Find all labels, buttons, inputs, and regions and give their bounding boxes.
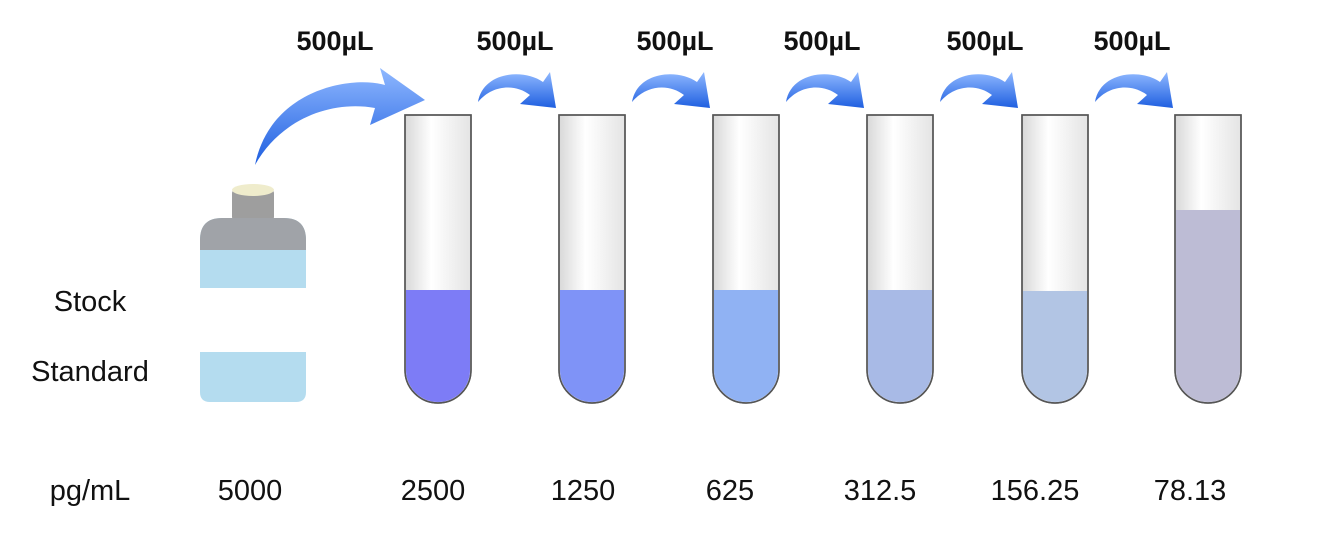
tube-outline <box>866 114 934 404</box>
stock-bottle <box>200 184 306 402</box>
tube-liquid <box>868 290 932 402</box>
tube-liquid <box>714 290 778 402</box>
transfer-arrow <box>632 72 710 108</box>
concentration: 2500 <box>401 475 466 507</box>
concentration: 625 <box>706 475 754 507</box>
concentration: 1250 <box>551 475 616 507</box>
tube-liquid <box>1176 210 1240 402</box>
tube-outline <box>404 114 472 404</box>
tube-outline <box>712 114 780 404</box>
transfer-arrow <box>1095 72 1173 108</box>
unit-label: pg/mL <box>50 475 131 507</box>
transfer-volume: 500µL <box>1093 26 1170 56</box>
transfer-arrow <box>940 72 1018 108</box>
transfer-volume: 500µL <box>783 26 860 56</box>
transfer-volume: 500µL <box>636 26 713 56</box>
transfer-arrow <box>478 72 556 108</box>
concentration: 78.13 <box>1154 475 1227 507</box>
stock-label: Standard <box>31 356 149 388</box>
transfer-volume: 500µL <box>296 26 373 56</box>
concentration: 312.5 <box>844 475 917 507</box>
tube-outline <box>558 114 626 404</box>
tube-liquid <box>560 290 624 402</box>
transfer-volume: 500µL <box>476 26 553 56</box>
concentration: 156.25 <box>991 475 1080 507</box>
tube-outline <box>1021 114 1089 404</box>
transfer-volume: 500µL <box>946 26 1023 56</box>
stock-label: Stock <box>54 286 127 318</box>
tube-liquid <box>1023 291 1087 402</box>
transfer-arrow <box>786 72 864 108</box>
transfer-arrow <box>255 68 425 165</box>
tube-liquid <box>406 290 470 402</box>
concentration: 5000 <box>218 475 283 507</box>
tube-outline <box>1174 114 1242 404</box>
